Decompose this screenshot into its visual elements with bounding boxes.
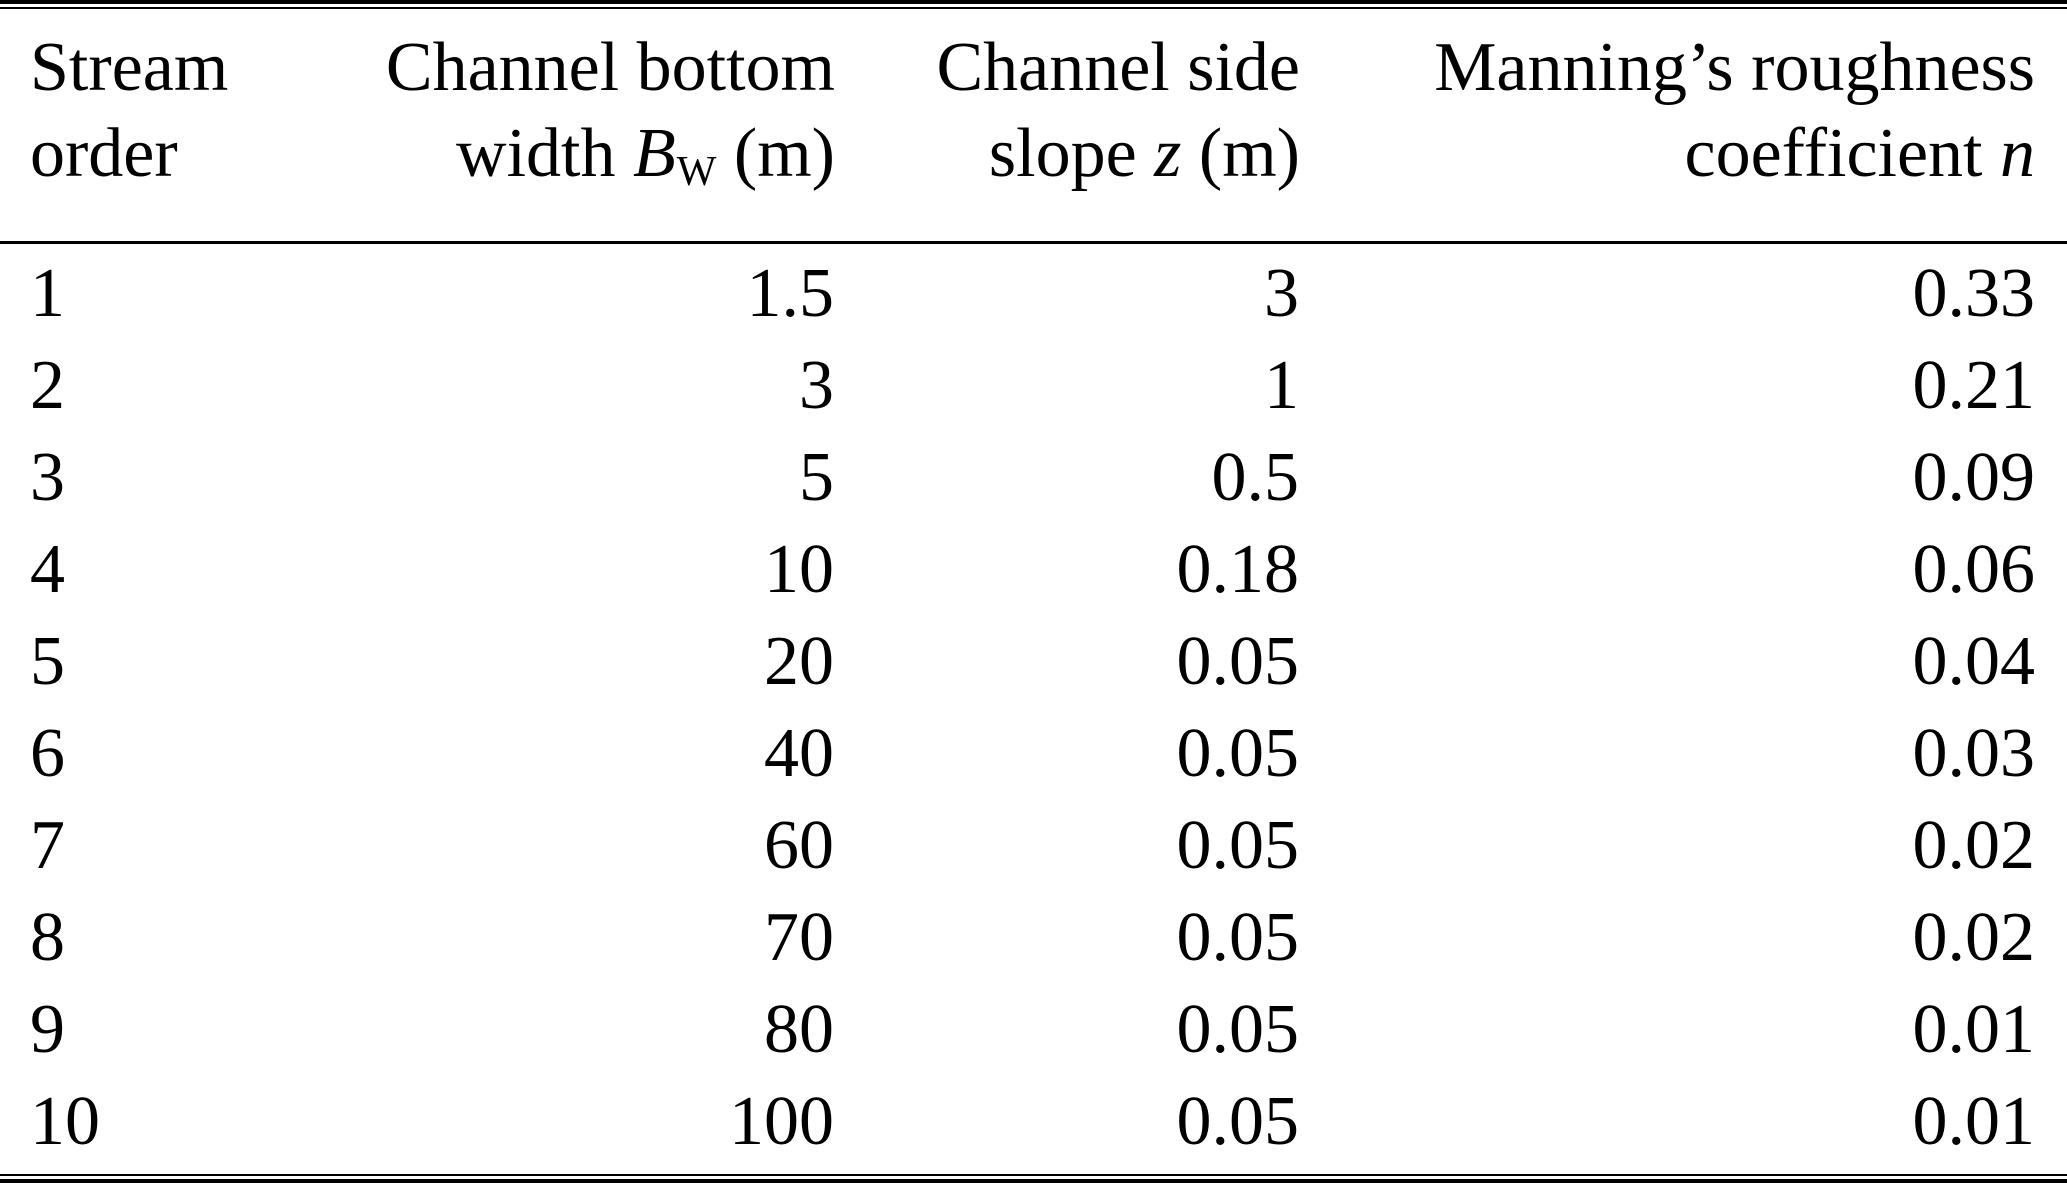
header-stream-order-line2: order — [30, 115, 178, 192]
header-stream-order: Stream order — [0, 9, 320, 245]
table-body: 1 1.5 3 0.33 2 3 1 0.21 3 5 0.5 0.09 4 1… — [0, 243, 2067, 1169]
table-row: 2 3 1 0.21 — [0, 340, 2067, 432]
header-roughness-word: coefficient — [1684, 115, 2000, 192]
table-row: 10 100 0.05 0.01 — [0, 1076, 2067, 1168]
table-top-rule-thick — [0, 0, 2067, 4]
cell-bottom-width: 3 — [799, 347, 834, 425]
header-bottom-width-line1: Channel bottom — [385, 29, 835, 106]
header-side-slope-word: slope — [988, 115, 1155, 192]
header-manning-roughness: Manning’s roughness coefficient n — [1300, 9, 2067, 245]
cell-side-slope: 0.5 — [1211, 439, 1300, 517]
cell-side-slope: 0.05 — [1176, 899, 1300, 977]
header-bottom-width-word: width — [456, 115, 633, 192]
cell-bottom-width: 10 — [764, 531, 834, 609]
cell-side-slope: 0.05 — [1176, 1083, 1300, 1161]
cell-manning-n: 0.21 — [1912, 347, 2036, 425]
symbol-B: B — [633, 115, 676, 192]
cell-manning-n: 0.01 — [1912, 991, 2036, 1069]
cell-side-slope: 0.05 — [1176, 991, 1300, 1069]
cell-side-slope: 0.05 — [1176, 623, 1300, 701]
cell-side-slope: 0.05 — [1176, 807, 1300, 885]
table-row: 3 5 0.5 0.09 — [0, 432, 2067, 524]
table-row: 4 10 0.18 0.06 — [0, 524, 2067, 616]
header-side-slope-line2: slope z (m) — [835, 111, 1300, 197]
cell-bottom-width: 100 — [729, 1083, 834, 1161]
table-top-rule-gap — [0, 4, 2067, 7]
cell-bottom-width: 1.5 — [746, 255, 835, 333]
cell-stream-order: 1 — [30, 255, 65, 333]
cell-bottom-width: 60 — [764, 807, 834, 885]
table-row: 5 20 0.05 0.04 — [0, 616, 2067, 708]
table-row: 7 60 0.05 0.02 — [0, 800, 2067, 892]
table-header: Stream order Channel bottom width BW (m)… — [0, 9, 2067, 245]
symbol-z: z — [1154, 115, 1182, 192]
header-bottom-width-line2: width BW (m) — [320, 111, 835, 215]
header-row: Stream order Channel bottom width BW (m)… — [0, 9, 2067, 245]
cell-stream-order: 2 — [30, 347, 65, 425]
cell-bottom-width: 70 — [764, 899, 834, 977]
cell-stream-order: 10 — [30, 1083, 100, 1161]
cell-side-slope: 0.05 — [1176, 715, 1300, 793]
table-row: 9 80 0.05 0.01 — [0, 984, 2067, 1076]
table-row: 1 1.5 3 0.33 — [0, 243, 2067, 341]
header-stream-order-line1: Stream — [30, 29, 229, 106]
header-side-slope-line1: Channel side — [936, 29, 1300, 106]
cell-manning-n: 0.09 — [1912, 439, 2036, 517]
symbol-B-subscript-W: W — [676, 149, 717, 196]
cell-manning-n: 0.02 — [1912, 899, 2036, 977]
stream-parameters-table: Stream order Channel bottom width BW (m)… — [0, 9, 2067, 1168]
cell-stream-order: 5 — [30, 623, 65, 701]
header-bottom-width-unit: (m) — [716, 115, 835, 192]
cell-bottom-width: 5 — [799, 439, 834, 517]
cell-manning-n: 0.06 — [1912, 531, 2036, 609]
cell-side-slope: 3 — [1264, 255, 1299, 333]
cell-manning-n: 0.03 — [1912, 715, 2036, 793]
table-row: 8 70 0.05 0.02 — [0, 892, 2067, 984]
header-roughness-line1: Manning’s roughness — [1434, 29, 2035, 106]
cell-bottom-width: 40 — [764, 715, 834, 793]
cell-manning-n: 0.04 — [1912, 623, 2036, 701]
header-channel-side-slope: Channel side slope z (m) — [835, 9, 1300, 245]
table-top-rule-thin — [0, 7, 2067, 9]
table-row: 6 40 0.05 0.03 — [0, 708, 2067, 800]
cell-manning-n: 0.33 — [1912, 255, 2036, 333]
table-bottom-rules — [0, 1174, 2067, 1183]
cell-stream-order: 4 — [30, 531, 65, 609]
symbol-n: n — [2000, 115, 2035, 192]
cell-side-slope: 0.18 — [1176, 531, 1300, 609]
cell-manning-n: 0.01 — [1912, 1083, 2036, 1161]
cell-side-slope: 1 — [1264, 347, 1299, 425]
cell-stream-order: 9 — [30, 991, 65, 1069]
header-roughness-line2: coefficient n — [1300, 111, 2035, 197]
cell-stream-order: 8 — [30, 899, 65, 977]
cell-manning-n: 0.02 — [1912, 807, 2036, 885]
cell-stream-order: 6 — [30, 715, 65, 793]
header-side-slope-unit: (m) — [1181, 115, 1300, 192]
cell-bottom-width: 20 — [764, 623, 834, 701]
header-channel-bottom-width: Channel bottom width BW (m) — [320, 9, 835, 245]
table-bottom-rule-thick — [0, 1179, 2067, 1183]
cell-stream-order: 7 — [30, 807, 65, 885]
cell-bottom-width: 80 — [764, 991, 834, 1069]
cell-stream-order: 3 — [30, 439, 65, 517]
